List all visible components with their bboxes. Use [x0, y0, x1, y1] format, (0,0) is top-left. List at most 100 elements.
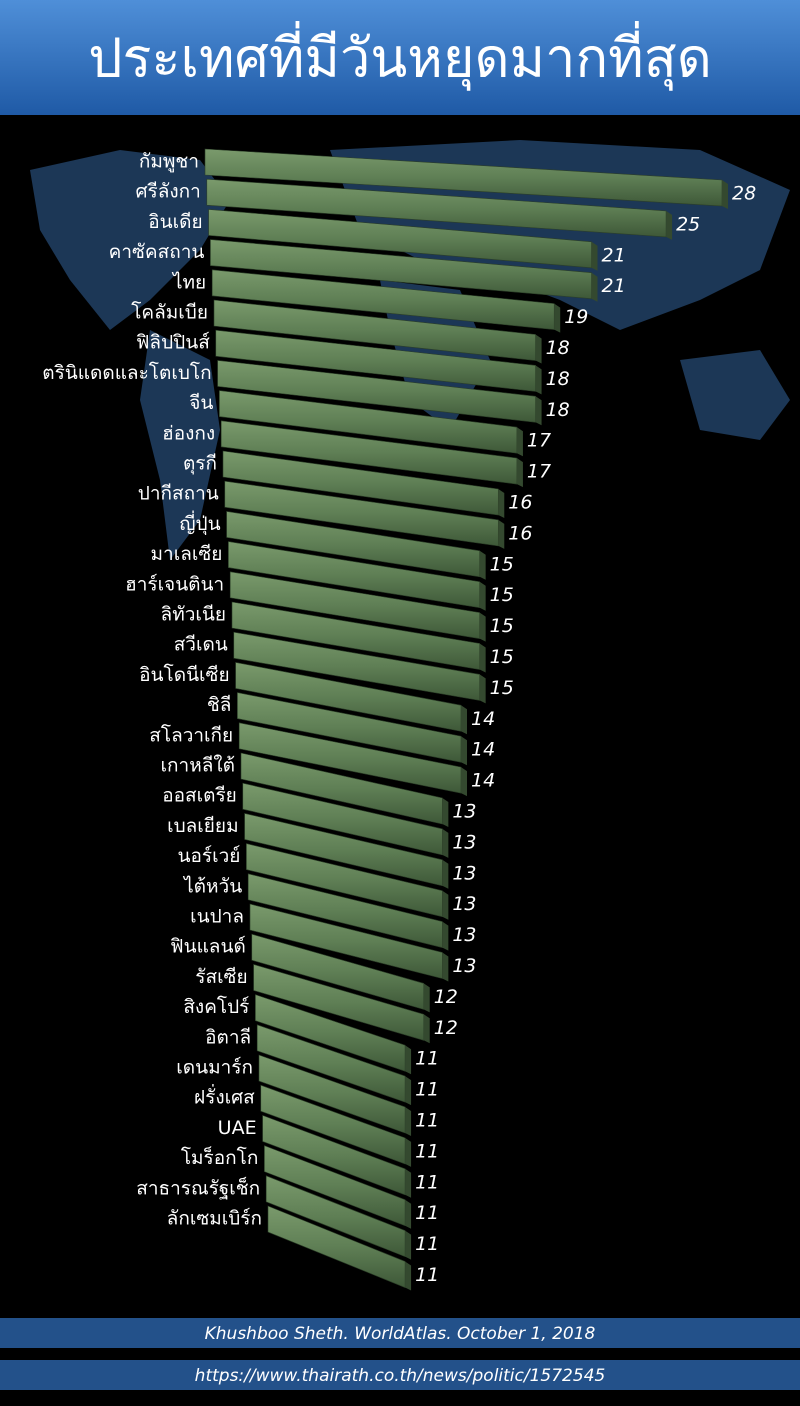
bar-side — [535, 365, 542, 395]
value-label: 12 — [434, 1017, 458, 1039]
bar-side — [442, 798, 449, 827]
source-banner — [0, 1318, 800, 1348]
bar-side — [516, 427, 523, 457]
value-label: 11 — [415, 1140, 439, 1162]
bar-side — [498, 519, 505, 549]
value-label: 13 — [452, 955, 476, 977]
value-label: 25 — [676, 213, 700, 235]
category-label: กัมพูชา — [139, 151, 199, 173]
chart-title: ประเทศที่มีวันหยุดมากที่สุด — [88, 21, 712, 92]
category-label: โคลัมเบีย — [131, 301, 208, 324]
bar-side — [479, 674, 486, 704]
category-label: ลักเซมเบิร์ก — [167, 1208, 262, 1230]
category-label: UAE — [218, 1117, 257, 1139]
category-label: อินโดนีเซีย — [139, 663, 229, 686]
value-label: 21 — [602, 275, 626, 297]
bar-side — [423, 1014, 430, 1044]
source-text: Khushboo Sheth. WorldAtlas. October 1, 2… — [205, 1324, 596, 1344]
value-label: 11 — [415, 1233, 439, 1255]
url-banner — [0, 1360, 800, 1390]
category-label: โมร็อกโก — [181, 1145, 259, 1169]
category-label: อินเดีย — [148, 211, 202, 233]
value-label: 11 — [415, 1264, 439, 1286]
category-label: ไต้หวัน — [182, 875, 242, 897]
bar-side — [666, 210, 673, 240]
bar-side — [591, 241, 598, 271]
bar-side — [442, 890, 449, 920]
value-label: 15 — [490, 584, 514, 606]
value-label: 15 — [490, 615, 514, 637]
bar-side — [722, 180, 728, 209]
bar-side — [479, 581, 486, 611]
value-label: 14 — [471, 708, 495, 730]
value-label: 11 — [415, 1171, 439, 1193]
bar-side — [591, 272, 598, 302]
bar-side — [516, 458, 523, 488]
value-label: 15 — [490, 646, 514, 668]
bar-side — [535, 334, 542, 364]
bar-side — [442, 859, 449, 889]
category-label: จีน — [189, 392, 213, 414]
value-label: 11 — [415, 1110, 439, 1132]
category-label: เกาหลีใต้ — [161, 755, 235, 777]
bar-side — [442, 921, 449, 951]
value-label: 15 — [490, 677, 514, 699]
value-label: 18 — [546, 399, 570, 421]
value-label: 16 — [508, 522, 532, 544]
category-label: ปากีสถาน — [138, 483, 219, 505]
category-label: ชิลี — [207, 694, 232, 716]
category-label: คาซัคสถาน — [109, 241, 205, 263]
bar-side — [461, 705, 467, 735]
value-label: 16 — [508, 492, 532, 514]
bar-side — [405, 1168, 412, 1198]
category-label: ตรินิแดดและโตเบโก — [42, 361, 211, 384]
bar-side — [442, 828, 449, 858]
bar-side — [405, 1076, 412, 1106]
bars: กัมพูชา 28 ศรีลังกา 25 อินเดีย 21 คาซัคสถาน 21 ไ… — [42, 148, 756, 1291]
category-label: ฟินแลนด์ — [170, 936, 246, 958]
bar-side — [405, 1230, 412, 1260]
category-label: ฮ่องกง — [162, 422, 215, 444]
value-label: 18 — [546, 368, 570, 390]
bar-side — [405, 1107, 412, 1136]
bar-side — [461, 736, 467, 766]
value-label: 13 — [452, 862, 476, 884]
bar-side — [405, 1045, 412, 1075]
value-label: 21 — [602, 244, 626, 266]
value-label: 11 — [415, 1202, 439, 1224]
bar-side — [405, 1261, 412, 1291]
category-label: เนปาล — [190, 906, 244, 928]
bar-side — [498, 489, 505, 518]
bar-side — [554, 303, 561, 333]
category-label: สวีเดน — [174, 634, 228, 656]
category-label: เบลเยียม — [167, 815, 238, 837]
bar-side — [405, 1137, 412, 1167]
value-label: 13 — [452, 831, 476, 853]
value-label: 18 — [546, 337, 570, 359]
value-label: 14 — [471, 739, 495, 761]
category-label: สโลวาเกีย — [149, 723, 233, 746]
category-label: ไทย — [171, 271, 206, 293]
value-label: 13 — [452, 893, 476, 915]
title-banner — [0, 0, 800, 115]
category-label: ฝรั่งเศส — [194, 1084, 255, 1109]
category-label: รัสเซีย — [195, 966, 247, 988]
category-label: ออสเตรีย — [162, 785, 237, 807]
value-label: 11 — [415, 1079, 439, 1101]
category-label: ลิทัวเนีย — [161, 604, 226, 626]
bar-side — [479, 643, 486, 673]
category-label: อิตาลี — [205, 1026, 251, 1048]
category-label: สิงคโปร์ — [183, 995, 249, 1018]
category-label: ตุรกี — [183, 453, 217, 476]
value-label: 13 — [452, 801, 476, 823]
value-label: 14 — [471, 770, 495, 792]
value-label: 28 — [732, 183, 756, 205]
bar-side — [423, 983, 430, 1013]
category-label: เดนมาร์ก — [176, 1057, 253, 1079]
bar-side — [442, 952, 449, 982]
url-text: https://www.thairath.co.th/news/politic/… — [195, 1366, 606, 1386]
category-label: ญี่ปุ่น — [179, 510, 220, 536]
category-label: มาเลเซีย — [151, 543, 223, 565]
category-label: ศรีลังกา — [135, 181, 200, 203]
